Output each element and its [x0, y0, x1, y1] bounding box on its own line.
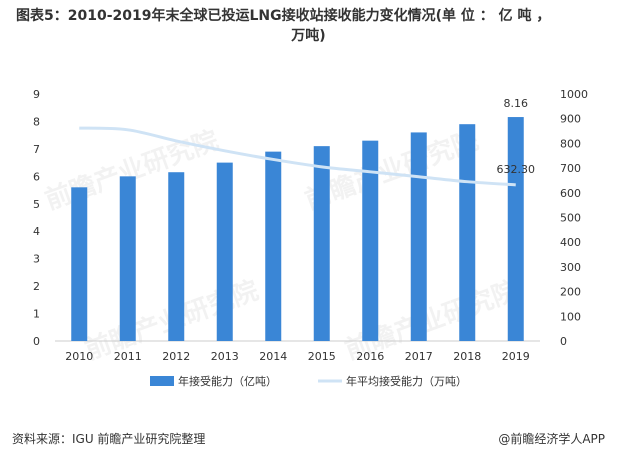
y-left-tick-label: 9	[33, 88, 40, 101]
x-tick-label: 2017	[405, 350, 433, 363]
y-right-tick-label: 600	[560, 187, 581, 200]
y-left-tick-label: 7	[33, 143, 40, 156]
y-right-tick-label: 500	[560, 212, 581, 225]
y-left-tick-label: 3	[33, 253, 40, 266]
y-left-tick-label: 1	[33, 308, 40, 321]
chart-title: 图表5：2010-2019年末全球已投运LNG接收站接收能力变化情况(单 位 ：…	[8, 6, 609, 46]
x-tick-label: 2014	[259, 350, 287, 363]
chart-title-line2: 万吨)	[291, 28, 326, 44]
bar	[71, 187, 88, 341]
y-left-tick-label: 6	[33, 170, 40, 183]
bar	[313, 146, 330, 341]
bar	[507, 117, 524, 341]
chart-title-line1: 图表5：2010-2019年末全球已投运LNG接收站接收能力变化情况(单 位 ：…	[16, 8, 551, 24]
y-right-tick-label: 1000	[560, 88, 588, 101]
y-left-tick-label: 4	[33, 225, 40, 238]
bar	[265, 151, 282, 341]
legend-label-bar: 年接受能力（亿吨）	[178, 374, 277, 388]
y-left-tick-label: 8	[33, 115, 40, 128]
y-right-tick-label: 200	[560, 286, 581, 299]
y-right-tick-label: 900	[560, 113, 581, 126]
bar	[410, 132, 427, 341]
legend-swatch-bar	[150, 376, 174, 386]
line-data-label: 632.30	[497, 163, 536, 176]
y-left-tick-label: 2	[33, 280, 40, 293]
y-right-tick-label: 800	[560, 137, 581, 150]
y-left-tick-label: 0	[33, 335, 40, 348]
x-tick-label: 2016	[356, 350, 384, 363]
x-tick-label: 2010	[65, 350, 93, 363]
y-right-tick-label: 300	[560, 261, 581, 274]
bar	[459, 124, 476, 341]
source-note: 资料来源：IGU 前瞻产业研究院整理	[12, 432, 206, 446]
bar	[119, 176, 136, 341]
y-left-tick-label: 5	[33, 198, 40, 211]
x-tick-label: 2013	[211, 350, 239, 363]
bar	[216, 162, 233, 341]
y-right-tick-label: 100	[560, 310, 581, 323]
x-tick-label: 2012	[162, 350, 190, 363]
bar	[168, 172, 185, 341]
x-tick-label: 2011	[114, 350, 142, 363]
legend-label-line: 年平均接受能力（万吨）	[346, 374, 467, 388]
bar-data-label: 8.16	[504, 97, 529, 110]
bar	[362, 140, 379, 341]
y-right-tick-label: 700	[560, 162, 581, 175]
y-right-tick-label: 0	[560, 335, 567, 348]
x-tick-label: 2015	[308, 350, 336, 363]
x-tick-label: 2018	[453, 350, 481, 363]
brand-credit: @前瞻经济学人APP	[498, 432, 605, 446]
line-series-average-capacity	[79, 126, 516, 187]
x-tick-label: 2019	[502, 350, 530, 363]
y-right-tick-label: 400	[560, 236, 581, 249]
